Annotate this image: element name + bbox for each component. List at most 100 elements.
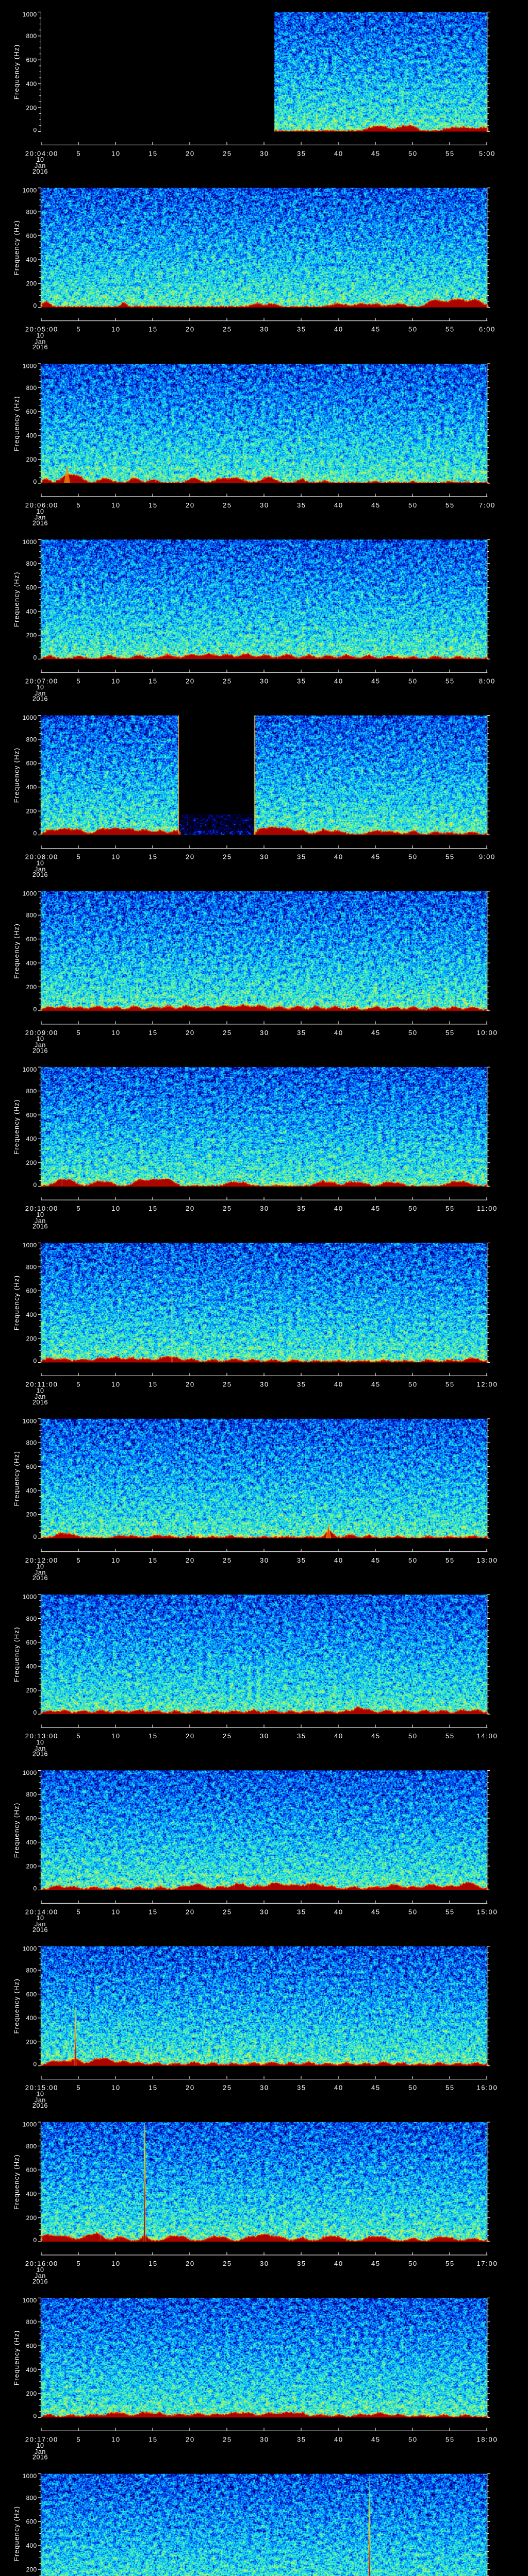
svg-text:25: 25: [223, 853, 232, 861]
svg-text:20: 20: [186, 2084, 195, 2092]
svg-text:0: 0: [34, 2236, 37, 2244]
svg-text:40: 40: [334, 1029, 343, 1037]
svg-text:35: 35: [297, 1556, 306, 1564]
svg-text:Jan: Jan: [35, 690, 46, 697]
svg-text:1000: 1000: [23, 890, 37, 897]
svg-text:25: 25: [223, 2084, 232, 2092]
svg-text:25: 25: [223, 1381, 232, 1388]
svg-text:20:05:00: 20:05:00: [25, 326, 58, 333]
svg-text:55: 55: [446, 853, 455, 861]
svg-text:40: 40: [334, 1556, 343, 1564]
svg-text:10: 10: [111, 1029, 121, 1037]
svg-text:Jan: Jan: [35, 338, 46, 345]
svg-text:9:00: 9:00: [479, 853, 496, 861]
svg-text:Frequency (Hz): Frequency (Hz): [13, 2506, 21, 2562]
svg-text:35: 35: [297, 2084, 306, 2092]
svg-text:15: 15: [148, 677, 158, 685]
svg-text:10: 10: [36, 1914, 44, 1922]
svg-text:25: 25: [223, 1732, 232, 1740]
svg-text:7:00: 7:00: [479, 501, 496, 509]
svg-text:600: 600: [26, 1111, 37, 1118]
svg-text:10: 10: [111, 1381, 121, 1388]
svg-text:10: 10: [36, 1211, 44, 1218]
svg-text:600: 600: [26, 936, 37, 943]
svg-text:10: 10: [36, 1563, 44, 1570]
svg-text:Jan: Jan: [35, 1393, 46, 1400]
svg-text:50: 50: [408, 1556, 418, 1564]
svg-text:30: 30: [260, 501, 269, 509]
svg-text:45: 45: [371, 1556, 381, 1564]
svg-text:5: 5: [76, 1732, 81, 1740]
svg-text:45: 45: [371, 1029, 381, 1037]
svg-text:30: 30: [260, 2260, 269, 2267]
svg-text:20:12:00: 20:12:00: [25, 1556, 58, 1564]
svg-text:10: 10: [111, 853, 121, 861]
svg-text:15: 15: [148, 326, 158, 333]
svg-text:35: 35: [297, 501, 306, 509]
svg-text:2016: 2016: [32, 696, 48, 703]
svg-text:400: 400: [26, 2542, 37, 2549]
svg-text:55: 55: [446, 1908, 455, 1916]
svg-text:25: 25: [223, 1908, 232, 1916]
svg-text:15: 15: [148, 1205, 158, 1212]
svg-text:Frequency (Hz): Frequency (Hz): [13, 220, 21, 276]
svg-text:1000: 1000: [23, 2121, 37, 2128]
svg-text:40: 40: [334, 853, 343, 861]
svg-text:200: 200: [26, 280, 37, 287]
svg-text:2016: 2016: [32, 1047, 48, 1054]
svg-text:800: 800: [26, 1967, 37, 1974]
svg-text:5: 5: [76, 853, 81, 861]
svg-text:25: 25: [223, 1556, 232, 1564]
svg-text:20: 20: [186, 1556, 195, 1564]
svg-text:15: 15: [148, 1381, 158, 1388]
svg-text:20:15:00: 20:15:00: [25, 2084, 58, 2092]
svg-text:30: 30: [260, 1908, 269, 1916]
svg-text:Jan: Jan: [35, 2096, 46, 2104]
svg-text:10: 10: [111, 149, 121, 157]
svg-text:600: 600: [26, 2166, 37, 2174]
svg-text:35: 35: [297, 149, 306, 157]
svg-text:10: 10: [111, 2260, 121, 2267]
svg-text:35: 35: [297, 853, 306, 861]
svg-text:20:14:00: 20:14:00: [25, 1908, 58, 1916]
svg-text:20:04:00: 20:04:00: [25, 149, 58, 157]
svg-text:200: 200: [26, 1159, 37, 1166]
svg-text:20:13:00: 20:13:00: [25, 1732, 58, 1740]
svg-text:800: 800: [26, 1615, 37, 1622]
svg-text:5: 5: [76, 2260, 81, 2267]
svg-text:30: 30: [260, 149, 269, 157]
svg-text:40: 40: [334, 1908, 343, 1916]
svg-text:10: 10: [36, 508, 44, 515]
svg-text:10: 10: [36, 684, 44, 691]
svg-text:25: 25: [223, 2435, 232, 2443]
svg-text:5: 5: [76, 1381, 81, 1388]
svg-text:1000: 1000: [23, 538, 37, 546]
svg-text:40: 40: [334, 2084, 343, 2092]
svg-text:2016: 2016: [32, 2102, 48, 2109]
svg-text:20: 20: [186, 1732, 195, 1740]
svg-text:13:00: 13:00: [476, 1556, 498, 1564]
svg-text:10: 10: [36, 1036, 44, 1043]
svg-text:400: 400: [26, 256, 37, 263]
svg-text:15: 15: [148, 1556, 158, 1564]
svg-text:200: 200: [26, 104, 37, 111]
svg-text:45: 45: [371, 1205, 381, 1212]
svg-text:55: 55: [446, 2084, 455, 2092]
svg-text:1000: 1000: [23, 11, 37, 18]
svg-text:50: 50: [408, 853, 418, 861]
svg-text:200: 200: [26, 1687, 37, 1694]
svg-text:Jan: Jan: [35, 2448, 46, 2455]
svg-text:40: 40: [334, 501, 343, 509]
svg-text:5: 5: [76, 2435, 81, 2443]
svg-text:20: 20: [186, 853, 195, 861]
svg-text:20: 20: [186, 1381, 195, 1388]
svg-text:35: 35: [297, 2260, 306, 2267]
svg-text:200: 200: [26, 2390, 37, 2397]
svg-text:200: 200: [26, 1335, 37, 1342]
svg-text:55: 55: [446, 2260, 455, 2267]
svg-text:20:10:00: 20:10:00: [25, 1205, 58, 1212]
svg-text:45: 45: [371, 2084, 381, 2092]
svg-text:35: 35: [297, 2435, 306, 2443]
svg-text:Frequency (Hz): Frequency (Hz): [13, 1275, 21, 1331]
svg-text:15: 15: [148, 1029, 158, 1037]
